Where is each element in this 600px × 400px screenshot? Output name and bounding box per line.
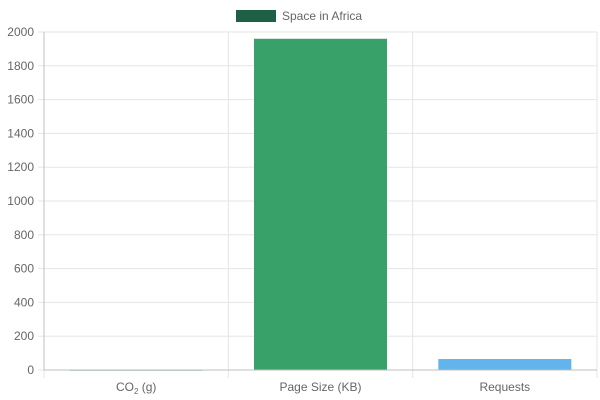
bar-layer bbox=[69, 38, 572, 371]
y-tick-label: 1800 bbox=[7, 59, 34, 73]
legend: Space in Africa bbox=[236, 9, 362, 23]
y-tick-label: 800 bbox=[14, 228, 34, 242]
legend-label: Space in Africa bbox=[282, 9, 362, 23]
axis-layer: 0 200 400 600 800 1000 1200 1400 1600 1800 2000 CO2… bbox=[7, 25, 597, 396]
y-tick-label: 600 bbox=[14, 262, 34, 276]
legend-swatch bbox=[236, 10, 276, 22]
bar bbox=[254, 38, 387, 370]
y-tick-label: 400 bbox=[14, 295, 34, 309]
y-tick-label: 1200 bbox=[7, 160, 34, 174]
y-tick-label: 1600 bbox=[7, 93, 34, 107]
x-tick-label: Requests bbox=[479, 380, 530, 394]
y-tick-label: 1000 bbox=[7, 194, 34, 208]
y-tick-label: 1400 bbox=[7, 126, 34, 140]
y-tick-label: 200 bbox=[14, 329, 34, 343]
x-tick-label: CO2 (g) bbox=[116, 380, 156, 396]
x-tick-label: Page Size (KB) bbox=[279, 380, 361, 394]
y-tick-label: 2000 bbox=[7, 25, 34, 39]
bar bbox=[438, 359, 572, 370]
y-tick-label: 0 bbox=[27, 363, 34, 377]
